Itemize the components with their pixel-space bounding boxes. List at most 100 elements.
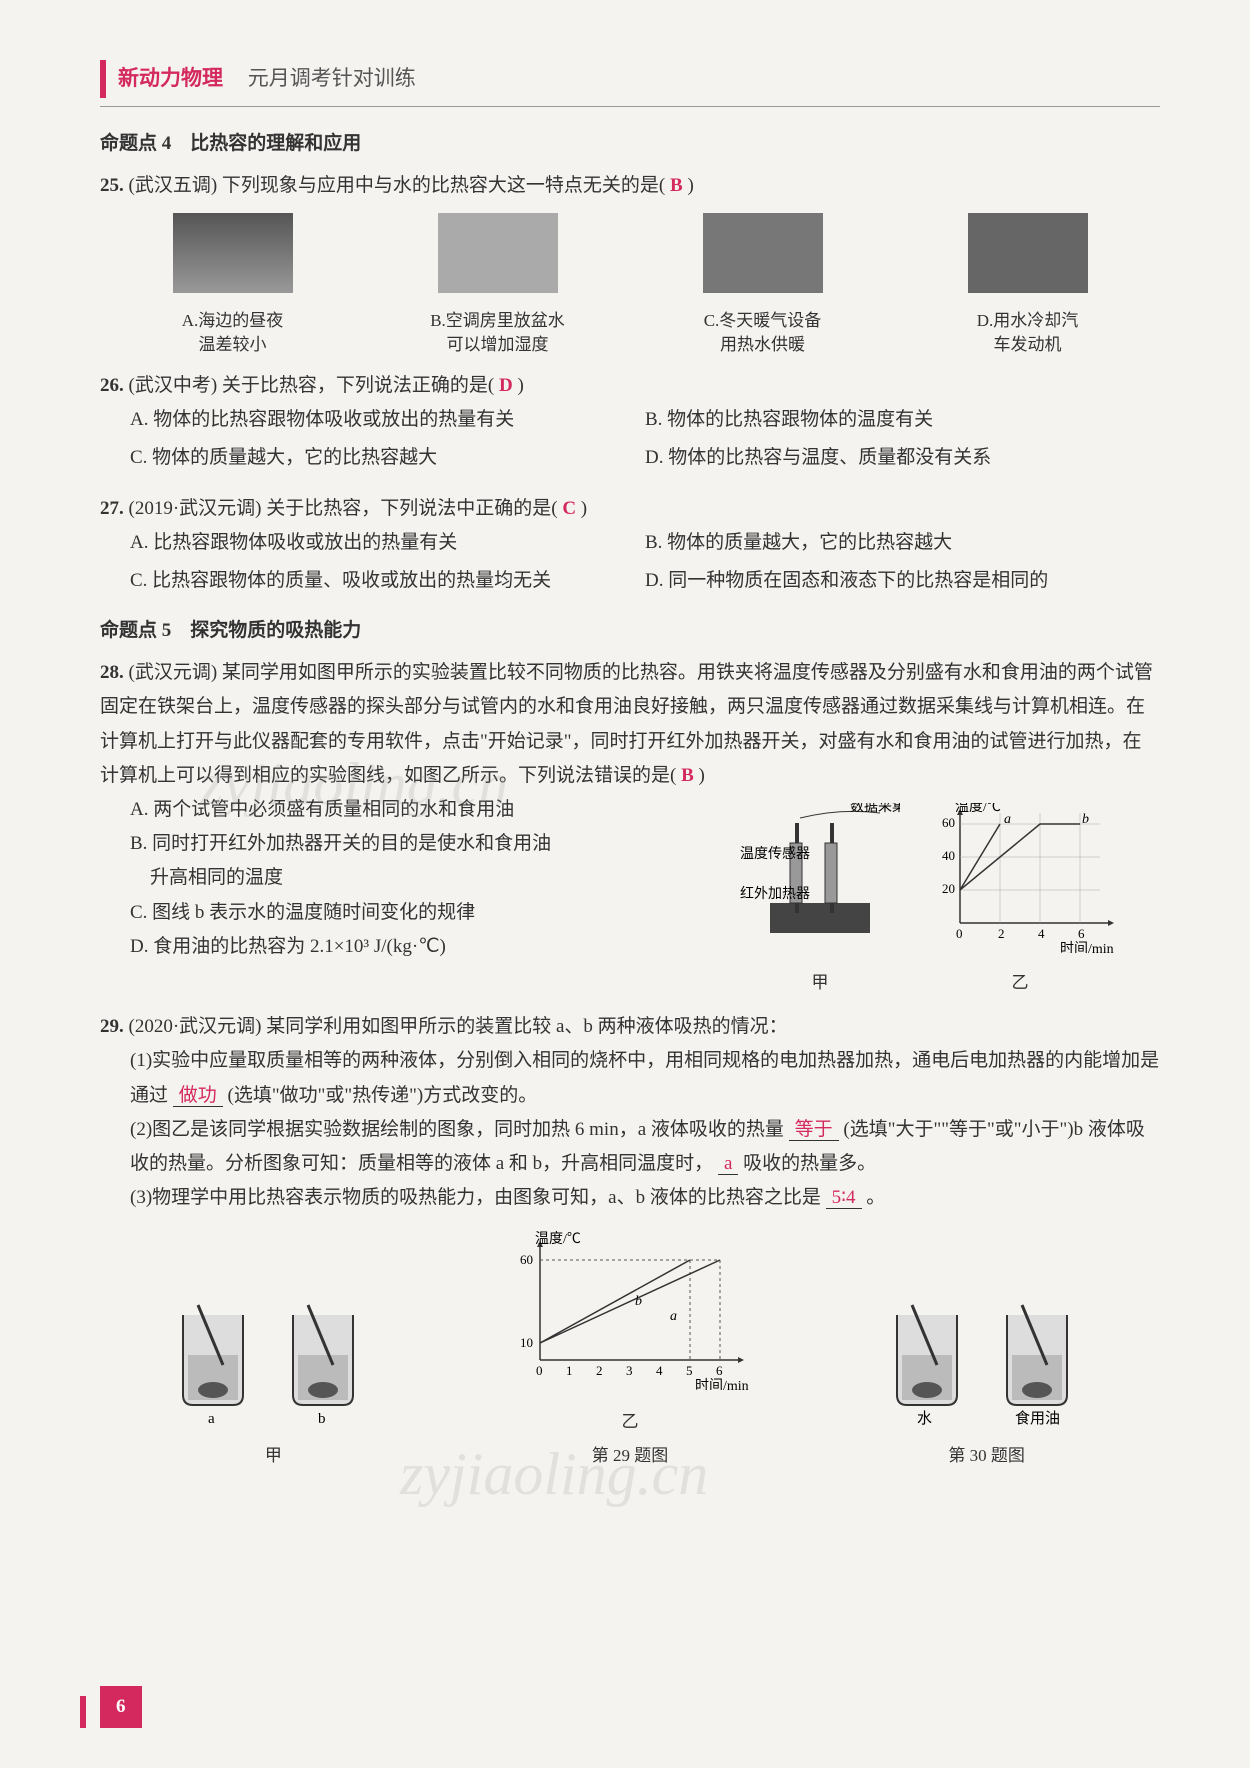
q28-optC: C. 图线 b 表示水的温度随时间变化的规律 xyxy=(130,896,740,930)
svg-text:时间/min: 时间/min xyxy=(1060,941,1114,953)
svg-text:60: 60 xyxy=(520,1252,533,1267)
q28-optD: D. 食用油的比热容为 2.1×10³ J/(kg·℃) xyxy=(130,930,740,964)
q29-fig-jia-group: a b 甲 xyxy=(153,1275,393,1472)
svg-text:水: 水 xyxy=(917,1410,932,1425)
q29-p2-ans1: 等于 xyxy=(789,1119,839,1141)
q27-answer: C xyxy=(562,498,576,519)
q29-p3: (3)物理学中用比热容表示物质的吸热能力，由图象可知，a、b 液体的比热容之比是… xyxy=(100,1181,1160,1215)
q29-fig-yi-group: 10 60 0 1 2 3 4 5 6 b a 温度/℃ 时间/min 乙 第 … xyxy=(500,1230,760,1471)
svg-text:2: 2 xyxy=(998,926,1005,941)
q29-num: 29. xyxy=(100,1016,124,1037)
page-number: 6 xyxy=(100,1686,142,1728)
q25-img-b: B.空调房里放盆水 可以增加湿度 xyxy=(365,213,630,357)
q25-optD-2: 车发动机 xyxy=(895,333,1160,357)
q27-source: (2019·武汉元调) xyxy=(129,498,262,519)
q27-optC: C. 比热容跟物体的质量、吸收或放出的热量均无关 xyxy=(130,564,645,598)
q25-optC-2: 用热水供暖 xyxy=(630,333,895,357)
svg-text:a: a xyxy=(670,1309,677,1324)
svg-text:5: 5 xyxy=(686,1363,693,1378)
q25-source: (武汉五调) xyxy=(129,175,218,196)
q26-close: ) xyxy=(517,375,523,396)
q25-img-c: C.冬天暖气设备 用热水供暖 xyxy=(630,213,895,357)
q28-optB-2: 升高相同的温度 xyxy=(130,861,740,895)
svg-text:b: b xyxy=(635,1294,642,1309)
svg-text:60: 60 xyxy=(942,815,955,830)
q26-options: A. 物体的比热容跟物体吸收或放出的热量有关 B. 物体的比热容跟物体的温度有关… xyxy=(100,403,1160,479)
q28-fig-yi: 20 40 60 2 4 6 0 a b 温度/℃ 时间/min 乙 xyxy=(920,803,1120,998)
svg-text:时间/min: 时间/min xyxy=(695,1378,749,1390)
q25-img-d: D.用水冷却汽 车发动机 xyxy=(895,213,1160,357)
q27-close: ) xyxy=(581,498,587,519)
q28-optB-1: B. 同时打开红外加热器开关的目的是使水和食用油 xyxy=(130,827,740,861)
page-num-bar xyxy=(80,1696,86,1728)
q25-img-a: A.海边的昼夜 温差较小 xyxy=(100,213,365,357)
q27-num: 27. xyxy=(100,498,124,519)
svg-text:4: 4 xyxy=(1038,926,1045,941)
q26-text: 关于比热容，下列说法正确的是( xyxy=(222,375,494,396)
q29-p3-1: (3)物理学中用比热容表示物质的吸热能力，由图象可知，a、b 液体的比热容之比是 xyxy=(130,1187,821,1208)
q26-optC: C. 物体的质量越大，它的比热容越大 xyxy=(130,441,645,475)
question-25: 25. (武汉五调) 下列现象与应用中与水的比热容大这一特点无关的是( B ) … xyxy=(100,169,1160,357)
q30-fig-group: 水 食用油 第 30 题图 xyxy=(867,1275,1107,1472)
q26-num: 26. xyxy=(100,375,124,396)
q28-figures: 数据采集线 温度传感器 红外加热器 甲 xyxy=(740,793,1160,998)
svg-text:20: 20 xyxy=(942,881,955,896)
q25-optA-2: 温差较小 xyxy=(100,333,365,357)
q25-num: 25. xyxy=(100,175,124,196)
q28-text1: 某同学用如图甲所示的实验装置比较不同物质的比热容。用铁夹将温度传感器及分别盛有水… xyxy=(100,662,1153,786)
q29-p2: (2)图乙是该同学根据实验数据绘制的图象，同时加热 6 min，a 液体吸收的热… xyxy=(100,1113,1160,1181)
q29-p3-ans: 5∶4 xyxy=(826,1187,862,1209)
q25-optB-2: 可以增加湿度 xyxy=(365,333,630,357)
svg-text:0: 0 xyxy=(956,926,963,941)
q25-optC-1: C.冬天暖气设备 xyxy=(630,309,895,333)
q28-fig-jia-cap: 甲 xyxy=(740,968,900,999)
q29-p2-3: 吸收的热量多。 xyxy=(743,1153,876,1174)
q25-img-a-placeholder xyxy=(173,213,293,293)
svg-text:温度传感器: 温度传感器 xyxy=(740,845,810,862)
svg-text:温度/℃: 温度/℃ xyxy=(535,1231,581,1247)
svg-text:2: 2 xyxy=(596,1363,603,1378)
q27-optB: B. 物体的质量越大，它的比热容越大 xyxy=(645,526,1160,560)
q30-beakers: 水 食用油 xyxy=(867,1275,1107,1425)
q30-figcap: 第 30 题图 xyxy=(867,1441,1107,1472)
q28-fig-jia: 数据采集线 温度传感器 红外加热器 甲 xyxy=(740,803,900,998)
svg-text:40: 40 xyxy=(942,848,955,863)
svg-text:4: 4 xyxy=(656,1363,663,1378)
question-27: 27. (2019·武汉元调) 关于比热容，下列说法中正确的是( C ) A. … xyxy=(100,492,1160,603)
q25-img-b-placeholder xyxy=(438,213,558,293)
q25-img-c-placeholder xyxy=(703,213,823,293)
q29-p1: (1)实验中应量取质量相等的两种液体，分别倒入相同的烧杯中，用相同规格的电加热器… xyxy=(100,1044,1160,1112)
q26-source: (武汉中考) xyxy=(129,375,218,396)
q29-text: 某同学利用如图甲所示的装置比较 a、b 两种液体吸热的情况： xyxy=(266,1016,787,1037)
svg-text:1: 1 xyxy=(566,1363,573,1378)
q27-text: 关于比热容，下列说法中正确的是( xyxy=(266,498,557,519)
q28-source: (武汉元调) xyxy=(129,662,218,683)
q27-optA: A. 比热容跟物体吸收或放出的热量有关 xyxy=(130,526,645,560)
svg-text:温度/℃: 温度/℃ xyxy=(955,803,1001,815)
svg-text:6: 6 xyxy=(716,1363,723,1378)
q28-close: ) xyxy=(699,765,705,786)
q25-images: A.海边的昼夜 温差较小 B.空调房里放盆水 可以增加湿度 C.冬天暖气设备 用… xyxy=(100,213,1160,357)
header-underline xyxy=(100,106,1160,107)
svg-text:b: b xyxy=(318,1411,326,1425)
q28-options: A. 两个试管中必须盛有质量相同的水和食用油 B. 同时打开红外加热器开关的目的… xyxy=(100,793,740,998)
q29-figures: a b 甲 xyxy=(100,1230,1160,1471)
q29-jia-cap: 甲 xyxy=(153,1441,393,1472)
q26-optB: B. 物体的比热容跟物体的温度有关 xyxy=(645,403,1160,437)
q29-p2-1: (2)图乙是该同学根据实验数据绘制的图象，同时加热 6 min，a 液体吸收的热… xyxy=(130,1119,784,1140)
q25-answer: B xyxy=(670,175,683,196)
header-subtitle: 元月调考针对训练 xyxy=(248,66,416,90)
q25-img-d-placeholder xyxy=(968,213,1088,293)
svg-text:10: 10 xyxy=(520,1335,533,1350)
q26-optA: A. 物体的比热容跟物体吸收或放出的热量有关 xyxy=(130,403,645,437)
q28-fig-yi-cap: 乙 xyxy=(920,968,1120,999)
header-title: 新动力物理 xyxy=(118,66,223,90)
q25-optB-1: B.空调房里放盆水 xyxy=(365,309,630,333)
question-26: 26. (武汉中考) 关于比热容，下列说法正确的是( D ) A. 物体的比热容… xyxy=(100,369,1160,480)
q26-answer: D xyxy=(499,375,513,396)
question-28: 28. (武汉元调) 某同学用如图甲所示的实验装置比较不同物质的比热容。用铁夹将… xyxy=(100,656,1160,998)
q29-yi-cap: 乙 xyxy=(500,1407,760,1438)
q29-beakers-jia: a b xyxy=(153,1275,393,1425)
q29-p2-ans2: a xyxy=(718,1153,738,1175)
q28-num: 28. xyxy=(100,662,124,683)
